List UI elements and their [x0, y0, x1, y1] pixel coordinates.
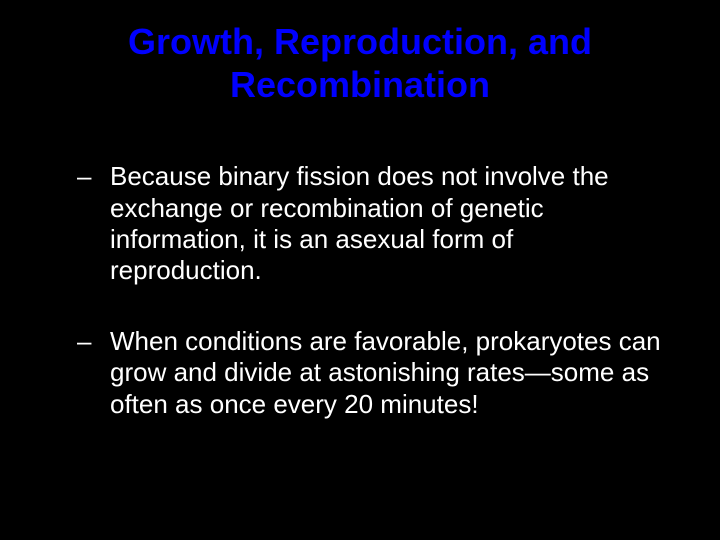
bullet-text: Because binary fission does not involve …: [110, 161, 609, 285]
bullet-text: When conditions are favorable, prokaryot…: [110, 326, 661, 418]
bullet-item: – When conditions are favorable, prokary…: [85, 326, 670, 420]
slide-container: Growth, Reproduction, and Recombination …: [0, 0, 720, 540]
bullet-list: – Because binary fission does not involv…: [50, 161, 670, 419]
bullet-marker: –: [77, 326, 91, 357]
bullet-item: – Because binary fission does not involv…: [85, 161, 670, 286]
bullet-marker: –: [77, 161, 91, 192]
slide-title: Growth, Reproduction, and Recombination: [50, 20, 670, 106]
